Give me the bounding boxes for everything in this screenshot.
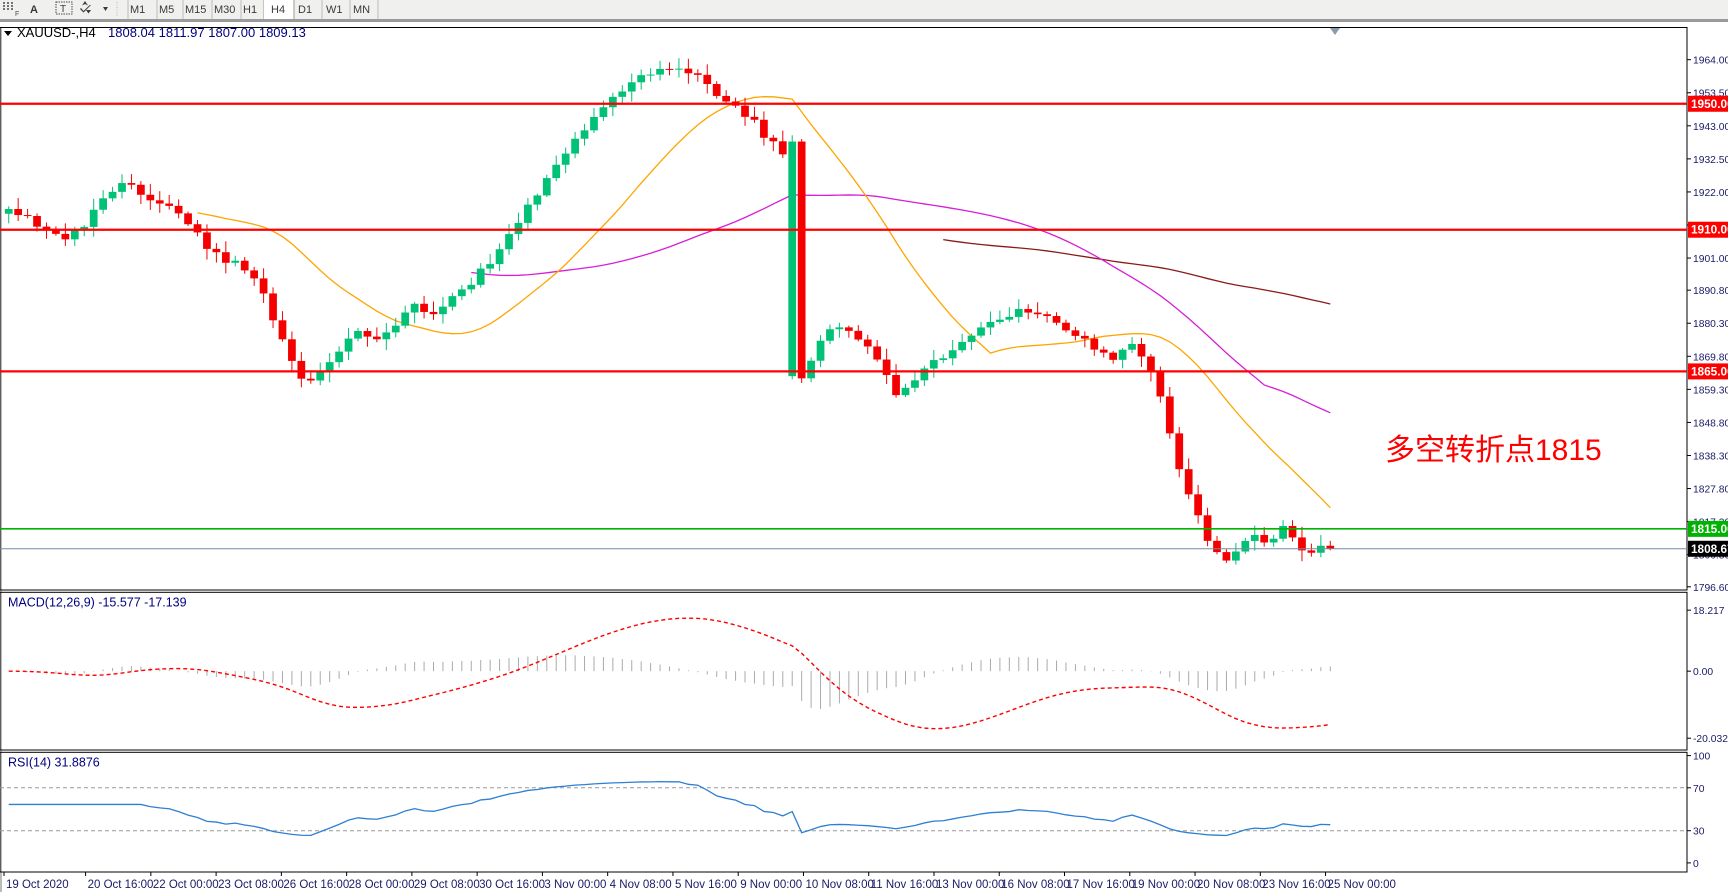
svg-text:1827.80: 1827.80 [1693, 485, 1728, 496]
svg-text:1848.80: 1848.80 [1693, 418, 1728, 429]
svg-text:1838.30: 1838.30 [1693, 451, 1728, 462]
svg-text:25 Nov 00:00: 25 Nov 00:00 [1328, 879, 1396, 891]
svg-text:1922.00: 1922.00 [1693, 188, 1728, 199]
svg-text:XAUUSD-,H4: XAUUSD-,H4 [17, 25, 96, 40]
svg-text:1910.00: 1910.00 [1691, 223, 1728, 237]
svg-text:RSI(14) 31.8876: RSI(14) 31.8876 [8, 755, 100, 769]
svg-text:19 Oct 2020: 19 Oct 2020 [6, 879, 69, 891]
svg-text:19 Nov 00:00: 19 Nov 00:00 [1132, 879, 1200, 891]
svg-text:22 Oct 00:00: 22 Oct 00:00 [153, 879, 219, 891]
svg-text:11 Nov 16:00: 11 Nov 16:00 [871, 879, 939, 891]
svg-text:1815.00: 1815.00 [1691, 522, 1728, 536]
svg-text:17 Nov 16:00: 17 Nov 16:00 [1067, 879, 1135, 891]
svg-text:1796.60: 1796.60 [1693, 583, 1728, 594]
svg-text:4 Nov 08:00: 4 Nov 08:00 [610, 879, 672, 891]
svg-text:9 Nov 00:00: 9 Nov 00:00 [740, 879, 802, 891]
svg-text:0: 0 [1693, 859, 1699, 870]
svg-text:16 Nov 08:00: 16 Nov 08:00 [1001, 879, 1069, 891]
svg-text:30: 30 [1693, 827, 1705, 838]
svg-text:0.00: 0.00 [1693, 667, 1713, 678]
svg-text:23 Oct 08:00: 23 Oct 08:00 [218, 879, 284, 891]
svg-text:1943.00: 1943.00 [1693, 122, 1728, 133]
svg-text:1950.00: 1950.00 [1691, 97, 1728, 111]
svg-text:29 Oct 08:00: 29 Oct 08:00 [414, 879, 480, 891]
svg-text:13 Nov 00:00: 13 Nov 00:00 [936, 879, 1004, 891]
svg-text:30 Oct 16:00: 30 Oct 16:00 [479, 879, 545, 891]
svg-text:1964.00: 1964.00 [1693, 56, 1728, 67]
svg-text:28 Oct 00:00: 28 Oct 00:00 [349, 879, 415, 891]
svg-text:20 Oct 16:00: 20 Oct 16:00 [88, 879, 154, 891]
svg-text:20 Nov 08:00: 20 Nov 08:00 [1197, 879, 1265, 891]
svg-text:1859.30: 1859.30 [1693, 385, 1728, 396]
svg-text:18.217: 18.217 [1693, 606, 1725, 617]
svg-text:5 Nov 16:00: 5 Nov 16:00 [675, 879, 737, 891]
svg-text:MACD(12,26,9) -15.577 -17.139: MACD(12,26,9) -15.577 -17.139 [8, 595, 187, 609]
svg-text:3 Nov 00:00: 3 Nov 00:00 [544, 879, 606, 891]
svg-text:-20.032: -20.032 [1693, 734, 1728, 745]
svg-text:1932.50: 1932.50 [1693, 155, 1728, 166]
svg-text:1808.67: 1808.67 [1691, 542, 1728, 556]
svg-text:23 Nov 16:00: 23 Nov 16:00 [1262, 879, 1330, 891]
svg-text:多空转折点1815: 多空转折点1815 [1385, 434, 1602, 467]
svg-text:70: 70 [1693, 784, 1705, 795]
svg-text:26 Oct 16:00: 26 Oct 16:00 [283, 879, 349, 891]
svg-text:1865.00: 1865.00 [1691, 364, 1728, 378]
svg-text:1880.30: 1880.30 [1693, 319, 1728, 330]
svg-text:1808.04 1811.97 1807.00 1809.1: 1808.04 1811.97 1807.00 1809.13 [108, 25, 306, 40]
svg-text:10 Nov 08:00: 10 Nov 08:00 [805, 879, 873, 891]
svg-text:1869.80: 1869.80 [1693, 352, 1728, 363]
svg-text:1890.80: 1890.80 [1693, 286, 1728, 297]
svg-text:100: 100 [1693, 752, 1710, 763]
svg-text:1901.00: 1901.00 [1693, 254, 1728, 265]
